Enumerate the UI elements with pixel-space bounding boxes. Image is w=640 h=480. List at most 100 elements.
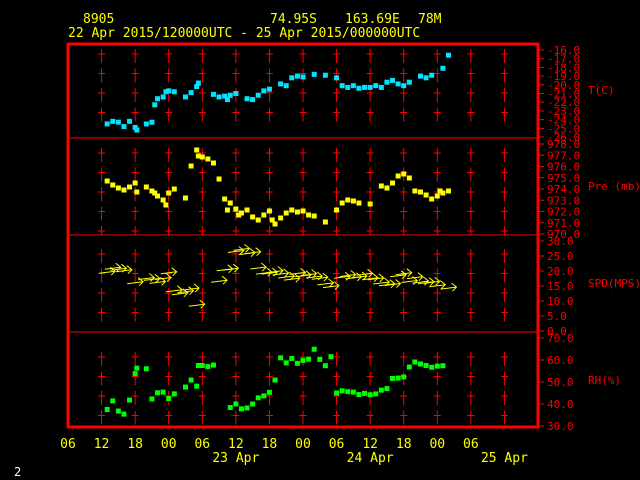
y-tick-label: -19.0 <box>547 70 580 83</box>
temperature-point <box>121 124 127 130</box>
humidity-point <box>401 374 407 380</box>
humidity-point <box>434 363 440 369</box>
humidity-point <box>278 355 284 361</box>
wind-arrow <box>406 272 424 281</box>
temperature-point <box>115 119 121 125</box>
humidity-point <box>289 355 295 361</box>
humidity-point <box>390 375 396 381</box>
temperature-point <box>104 121 110 127</box>
wind-arrow <box>138 273 156 282</box>
pressure-point <box>261 212 267 218</box>
pressure-point <box>121 187 127 193</box>
temperature-point <box>195 80 201 86</box>
humidity-point <box>440 363 446 369</box>
humidity-point <box>250 401 256 407</box>
pressure-point <box>183 195 188 201</box>
temperature-point <box>233 91 239 96</box>
y-tick-label: 15.0 <box>547 280 574 293</box>
pressure-point <box>390 180 396 186</box>
humidity-point <box>406 364 412 370</box>
pressure-point <box>429 196 435 202</box>
temperature-point <box>406 79 412 85</box>
humidity-point <box>155 390 161 396</box>
y-tick-label: 5.0 <box>547 310 567 323</box>
pressure-point <box>440 190 446 196</box>
temperature-point <box>423 75 429 81</box>
humidity-point <box>110 398 116 404</box>
pressure-point <box>445 188 451 194</box>
pressure-point <box>188 163 194 169</box>
x-date-label: 25 Apr <box>481 451 528 466</box>
humidity-point <box>384 386 390 392</box>
temperature-point <box>183 94 188 100</box>
wind-arrow <box>322 281 340 290</box>
temperature-point <box>266 86 272 92</box>
pressure-point <box>269 217 275 223</box>
temperature-point <box>171 89 177 95</box>
temperature-point <box>224 97 230 103</box>
pressure-point <box>289 207 295 213</box>
humidity-point <box>194 383 200 389</box>
y-tick-label: -23.0 <box>547 105 580 118</box>
x-tick-label: 12 <box>362 437 378 452</box>
panel-label-wind_speed: SPD(MPS) <box>588 277 640 290</box>
humidity-point <box>423 363 429 368</box>
pressure-point <box>367 201 373 207</box>
pressure-point <box>155 193 161 199</box>
pressure-point <box>134 189 140 195</box>
pressure-point <box>345 197 351 203</box>
humidity-point <box>412 359 418 365</box>
humidity-point <box>373 391 379 397</box>
humidity-point <box>199 363 205 368</box>
panel-label-humidity: RH(%) <box>588 374 621 387</box>
temperature-point <box>350 83 356 89</box>
temperature-point <box>334 75 340 81</box>
y-tick-label: -25.0 <box>547 122 580 135</box>
temperature-point <box>401 83 407 89</box>
temperature-point <box>155 96 161 102</box>
pressure-point <box>222 196 228 202</box>
temperature-point <box>384 79 390 85</box>
pressure-point <box>437 188 443 194</box>
x-tick-label: 00 <box>161 437 177 452</box>
temperature-point <box>244 96 250 102</box>
wind-arrow <box>317 278 335 288</box>
temperature-point <box>127 118 133 124</box>
temperature-point <box>418 73 423 79</box>
x-tick-label: 06 <box>329 437 345 452</box>
pressure-point <box>171 186 177 192</box>
humidity-point <box>188 377 194 383</box>
pressure-point <box>216 176 222 182</box>
wind-arrow <box>367 273 385 283</box>
pressure-point <box>272 221 278 227</box>
wind-arrow <box>423 277 441 286</box>
x-tick-label: 18 <box>262 437 278 452</box>
pressure-point <box>401 171 407 177</box>
pressure-point <box>250 214 256 220</box>
temperature-point <box>362 84 368 90</box>
pressure-point <box>412 188 418 194</box>
pressure-point <box>143 184 149 190</box>
x-tick-label: 06 <box>194 437 210 452</box>
temperature-point <box>278 81 284 87</box>
humidity-point <box>418 361 423 367</box>
humidity-point <box>334 390 340 396</box>
pressure-point <box>132 180 138 186</box>
humidity-point <box>395 375 401 381</box>
y-tick-label: 973.0 <box>547 194 580 207</box>
pressure-point <box>160 197 166 203</box>
x-tick-label: 00 <box>295 437 311 452</box>
pressure-point <box>238 210 244 216</box>
pressure-point <box>356 200 362 206</box>
y-tick-label: -21.0 <box>547 88 580 101</box>
x-date-label: 23 Apr <box>212 451 259 466</box>
pressure-point <box>306 212 312 218</box>
humidity-point <box>311 346 317 352</box>
pressure-point <box>227 200 233 206</box>
pressure-point <box>205 156 211 162</box>
wind-arrow <box>362 273 379 283</box>
humidity-point <box>294 360 300 366</box>
wind-arrow <box>177 286 195 296</box>
pressure-point <box>434 193 440 199</box>
humidity-point <box>362 390 368 396</box>
